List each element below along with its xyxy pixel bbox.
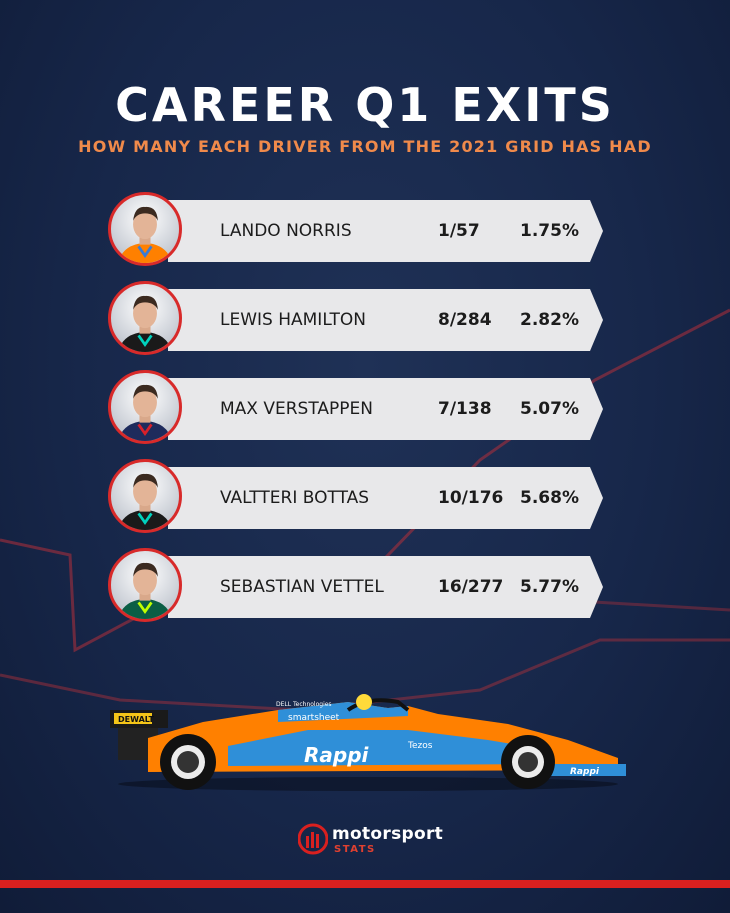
q1-exit-percentage: 1.75% [520,221,579,241]
driver-portrait-icon [118,562,172,619]
driver-row: MAX VERSTAPPEN 7/138 5.07% [108,368,608,450]
driver-avatar [108,281,182,355]
q1-exit-ratio: 7/138 [438,399,492,419]
driver-row: LEWIS HAMILTON 8/284 2.82% [108,279,608,361]
driver-avatar [108,459,182,533]
driver-name: MAX VERSTAPPEN [220,399,373,419]
logo-brand-sub: STATS [334,844,376,855]
q1-exit-percentage: 5.07% [520,399,579,419]
driver-name: VALTTERI BOTTAS [220,488,370,508]
sponsor-dewalt: DEWALT [118,715,155,724]
f1-car-icon: DEWALT smartsheet DELL Technologies Rapp… [110,694,626,791]
page-title: CAREER Q1 EXITS [115,78,615,132]
driver-row: VALTTERI BOTTAS 10/176 5.68% [108,457,608,539]
page-subtitle: HOW MANY EACH DRIVER FROM THE 2021 GRID … [78,137,652,156]
driver-portrait-icon [118,384,172,441]
driver-bar [168,289,603,351]
logo-icon [297,823,329,855]
driver-portrait-icon [118,206,172,263]
driver-name: SEBASTIAN VETTEL [220,577,384,597]
q1-exit-percentage: 5.77% [520,577,579,597]
driver-name: LEWIS HAMILTON [220,310,366,330]
q1-exit-ratio: 16/277 [438,577,504,597]
driver-row: LANDO NORRIS 1/57 1.75% [108,190,608,272]
q1-exit-ratio: 8/284 [438,310,492,330]
driver-bar [168,467,603,529]
bottom-stripe [0,880,730,888]
sponsor-rappi: Rappi [304,743,370,767]
q1-exit-percentage: 5.68% [520,488,579,508]
driver-portrait-icon [118,295,172,352]
q1-exit-percentage: 2.82% [520,310,579,330]
sponsor-smartsheet: smartsheet [288,713,340,723]
sponsor-rappi-frontwing: Rappi [570,767,600,777]
logo-brand-name: motorsport [332,824,444,844]
motorsport-stats-logo: motorsport STATS [297,822,458,862]
driver-bar [168,556,603,618]
driver-row: SEBASTIAN VETTEL 16/277 5.77% [108,546,608,628]
driver-avatar [108,370,182,444]
driver-bar [168,378,603,440]
driver-portrait-icon [118,473,172,530]
q1-exit-ratio: 1/57 [438,221,480,241]
sponsor-tezos: Tezos [407,741,433,751]
sponsor-dell: DELL Technologies [276,701,332,708]
q1-exit-ratio: 10/176 [438,488,504,508]
driver-avatar [108,192,182,266]
driver-avatar [108,548,182,622]
driver-bar [168,200,603,262]
driver-name: LANDO NORRIS [220,221,352,241]
